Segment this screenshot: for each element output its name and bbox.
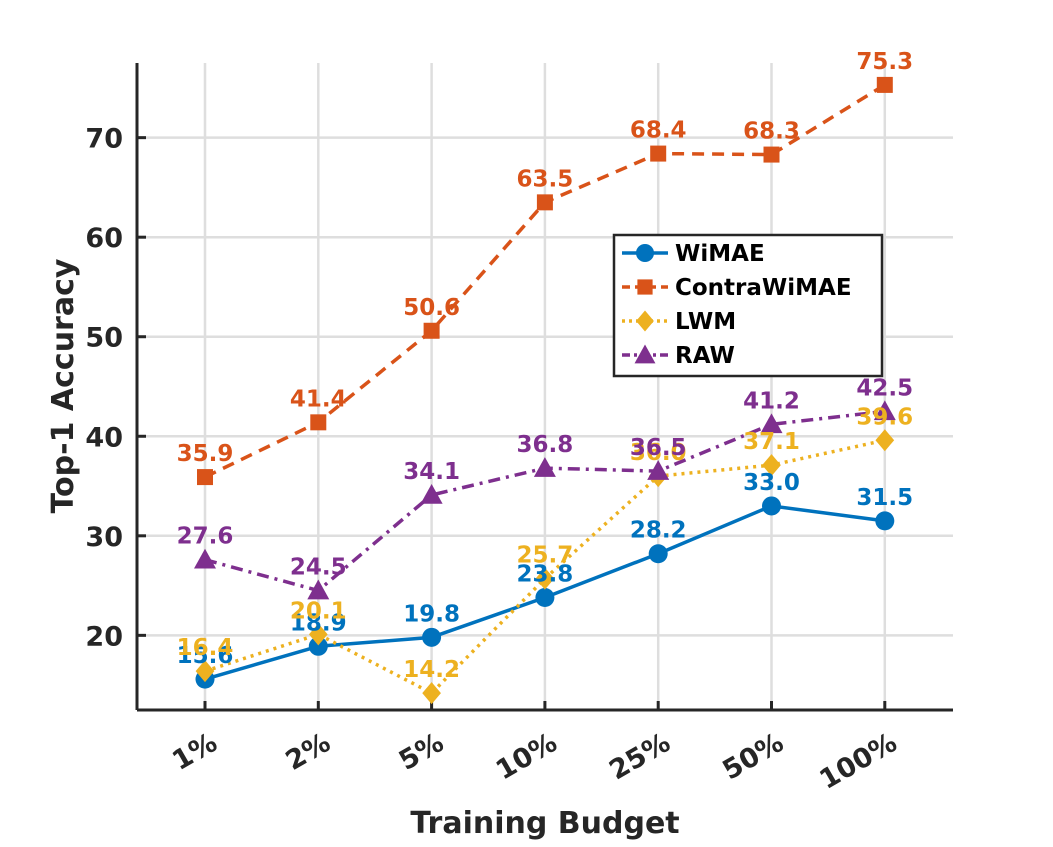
legend-label-contrawimae: ContraWiMAE — [675, 275, 852, 301]
x-axis-title: Training Budget — [410, 806, 679, 841]
data-label-raw: 34.1 — [403, 459, 460, 485]
data-point-raw — [307, 579, 330, 600]
data-label-wimae: 31.5 — [856, 485, 913, 511]
data-label-wimae: 19.8 — [403, 601, 460, 627]
data-point-lwm — [535, 567, 555, 590]
y-tick-label: 60 — [85, 223, 123, 254]
data-label-lwm: 37.1 — [743, 429, 800, 455]
data-label-contrawimae: 68.3 — [743, 119, 800, 145]
data-label-raw: 24.5 — [290, 555, 347, 581]
legend-box — [612, 233, 884, 378]
data-label-wimae: 18.9 — [290, 610, 347, 636]
x-tick-label: 2% — [281, 727, 336, 777]
data-label-wimae: 28.2 — [630, 518, 687, 544]
data-label-lwm: 36.0 — [630, 440, 687, 466]
y-tick-label: 40 — [85, 422, 123, 453]
data-point-contrawimae — [423, 322, 440, 339]
legend-marker-raw — [634, 344, 656, 364]
x-tick-label: 1% — [167, 727, 222, 777]
data-point-contrawimae — [310, 414, 327, 431]
data-point-lwm — [875, 429, 895, 452]
y-axis-title: Top-1 Accuracy — [46, 258, 81, 513]
series-layer — [194, 76, 896, 705]
data-label-lwm: 25.7 — [517, 543, 574, 569]
data-label-lwm: 20.1 — [290, 598, 347, 624]
data-point-wimae — [762, 496, 781, 516]
x-tick-label: 10% — [491, 727, 562, 786]
data-point-contrawimae — [763, 146, 780, 163]
legend-marker-lwm — [636, 310, 654, 332]
data-label-raw: 27.6 — [177, 524, 234, 550]
legend-label-raw: RAW — [675, 343, 735, 369]
legend-label-wimae: WiMAE — [675, 241, 765, 267]
data-label-wimae: 23.8 — [517, 562, 574, 588]
data-label-contrawimae: 41.4 — [290, 386, 347, 412]
data-label-contrawimae: 50.6 — [403, 295, 460, 321]
data-point-wimae — [648, 544, 668, 564]
data-point-lwm — [422, 682, 441, 705]
x-tick-label: 25% — [604, 727, 675, 786]
legend: WiMAE ContraWiMAE LWM RAW — [612, 233, 884, 378]
data-point-contrawimae — [197, 469, 213, 486]
data-point-raw — [647, 460, 670, 480]
data-point-wimae — [308, 636, 328, 656]
data-point-contrawimae — [876, 76, 893, 93]
y-tick-label: 20 — [85, 621, 123, 652]
data-point-lwm — [195, 660, 215, 683]
data-point-wimae — [535, 588, 555, 608]
y-tick-label: 50 — [85, 323, 123, 354]
data-point-lwm — [308, 623, 328, 646]
data-point-wimae — [875, 511, 895, 531]
x-tick-label: 5% — [394, 727, 449, 777]
data-label-raw: 36.8 — [517, 432, 574, 458]
data-label-raw: 36.5 — [630, 435, 687, 461]
data-point-raw — [873, 400, 896, 421]
data-label-contrawimae: 75.3 — [856, 49, 913, 75]
data-label-contrawimae: 35.9 — [177, 441, 234, 467]
data-label-raw: 41.2 — [743, 388, 800, 414]
legend-label-lwm: LWM — [675, 309, 736, 335]
data-point-wimae — [422, 627, 442, 647]
data-label-wimae: 15.6 — [177, 643, 234, 669]
x-tick-label: 100% — [815, 727, 903, 796]
data-point-lwm — [762, 454, 781, 477]
data-label-raw: 42.5 — [856, 375, 913, 401]
y-tick-label: 70 — [85, 124, 123, 155]
data-point-raw — [194, 548, 216, 569]
data-point-raw — [533, 457, 556, 477]
grid — [137, 63, 953, 710]
x-tick-label: 50% — [718, 727, 789, 786]
y-tick-label: 30 — [85, 522, 123, 553]
data-label-lwm: 39.6 — [856, 404, 913, 430]
legend-marker-wimae — [635, 243, 655, 263]
data-label-contrawimae: 68.4 — [630, 118, 687, 144]
data-label-lwm: 14.2 — [403, 657, 460, 683]
data-label-contrawimae: 63.5 — [517, 166, 574, 192]
data-label-wimae: 33.0 — [743, 470, 800, 496]
data-point-raw — [420, 483, 443, 504]
data-label-lwm: 16.4 — [177, 635, 234, 661]
data-labels: 15.6 18.9 19.8 23.8 28.2 33.0 31.5 35.9 41.4 50.6… — [177, 49, 914, 683]
data-point-raw — [760, 413, 783, 434]
data-point-contrawimae — [650, 145, 667, 162]
legend-marker-contrawimae — [637, 279, 653, 295]
data-point-contrawimae — [536, 194, 553, 211]
